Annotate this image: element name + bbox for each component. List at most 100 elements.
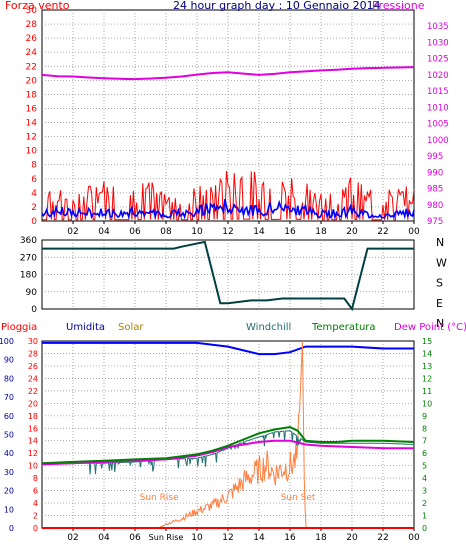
rain-axis-tick-label: 24 [28, 374, 38, 383]
humidity-axis-tick-label: 20 [4, 487, 14, 496]
x-tick-label: 22 [377, 533, 388, 543]
temperature-axis-tick-label: 13 [422, 362, 432, 371]
wind-axis-tick-label: 30 [26, 6, 38, 16]
direction-axis-tick-label: 90 [26, 288, 38, 298]
temperature-axis-tick-label: 4 [422, 474, 427, 483]
humidity-axis-tick-label: 40 [4, 449, 14, 458]
x-tick-label: 16 [284, 227, 296, 237]
legend-label: Pioggia [1, 322, 37, 333]
x-tick-label: 16 [284, 533, 296, 543]
windchill-line [42, 430, 415, 475]
pressure-line [41, 66, 415, 81]
x-tick-label: 22 [377, 227, 388, 237]
legend-label: Solar [118, 322, 144, 333]
legend-label: Temperatura [311, 322, 376, 333]
wind-axis-tick-label: 2 [31, 203, 37, 213]
direction-compass-label: W [436, 256, 447, 269]
direction-axis-tick-label: 360 [20, 236, 37, 246]
wind-axis-tick-label: 8 [31, 161, 37, 171]
x-tick-label: 12 [222, 533, 233, 543]
legend-label: Windchill [246, 322, 291, 333]
temperature-axis-tick-label: 3 [422, 487, 427, 496]
pressure-axis-tick-label: 1025 [427, 55, 449, 65]
pressure-axis-label: Pressione [372, 0, 425, 12]
humidity-axis-tick-label: 80 [4, 374, 14, 383]
temperature-axis-tick-label: 1 [422, 512, 427, 521]
temperature-axis-tick-label: 8 [422, 424, 427, 433]
humidity-axis-tick-label: 60 [4, 412, 14, 421]
x-tick-label: 00 [408, 227, 420, 237]
x-tick-label: 18 [315, 227, 327, 237]
chart-title: 24 hour graph day : 10 Gennaio 2014 [173, 0, 381, 12]
wind-axis-tick-label: 4 [31, 189, 37, 199]
wind-axis-tick-label: 18 [26, 90, 38, 100]
temperature-axis-tick-label: 2 [422, 499, 427, 508]
rain-axis-tick-label: 4 [33, 499, 38, 508]
humidity-axis-tick-label: 0 [9, 524, 14, 533]
temperature-line [41, 425, 415, 465]
humidity-axis-tick-label: 50 [4, 431, 14, 440]
x-tick-label: 02 [67, 533, 78, 543]
temperature-axis-tick-label: 0 [422, 524, 427, 533]
direction-compass-label: S [436, 277, 443, 290]
wind-axis-tick-label: 0 [31, 217, 37, 227]
direction-axis-tick-label: 180 [20, 271, 37, 281]
humidity-axis-tick-label: 90 [4, 356, 14, 365]
rain-axis-tick-label: 22 [28, 387, 38, 396]
rain-axis-tick-label: 8 [33, 474, 38, 483]
x-tick-label: 10 [191, 533, 203, 543]
x-tick-label: 12 [222, 227, 233, 237]
sunrise-annotation: Sun Rise [140, 493, 179, 503]
rain-axis-tick-label: 14 [28, 437, 38, 446]
rain-axis-tick-label: 10 [28, 462, 38, 471]
sunset-annotation: Sun Set [281, 493, 316, 503]
wind-axis-tick-label: 14 [26, 119, 38, 129]
direction-compass-label: N [436, 236, 444, 249]
wind-axis-tick-label: 10 [26, 147, 38, 157]
x-tick-label: 20 [346, 533, 358, 543]
pressure-axis-tick-label: 1005 [427, 120, 449, 130]
pressure-axis-tick-label: 995 [427, 152, 443, 162]
wind-direction-line [42, 240, 414, 312]
x-tick-label: Sun Rise [149, 533, 184, 542]
x-tick-label: 06 [129, 533, 141, 543]
rain-axis-tick-label: 6 [33, 487, 38, 496]
legend-label: Dew Point (°C) [394, 322, 466, 333]
wind-line [41, 199, 415, 221]
pressure-axis-tick-label: 1030 [427, 38, 449, 48]
x-tick-label: 04 [98, 533, 110, 543]
x-tick-label: 20 [346, 227, 358, 237]
wind-axis-tick-label: 12 [26, 133, 37, 143]
gust-line [42, 170, 415, 221]
humidity-line [42, 341, 414, 356]
rain-axis-tick-label: 30 [28, 337, 38, 346]
pressure-axis-tick-label: 1035 [427, 22, 449, 32]
direction-axis-tick-label: 270 [20, 253, 37, 263]
wind-axis-tick-label: 28 [26, 20, 38, 30]
pressure-axis-tick-label: 1000 [427, 136, 449, 146]
pressure-axis-tick-label: 990 [427, 168, 443, 178]
x-tick-label: 08 [160, 227, 172, 237]
wind-axis-label: Forza vento [5, 0, 70, 12]
x-tick-label: 18 [315, 533, 327, 543]
wind-axis-tick-label: 24 [26, 48, 38, 58]
wind-axis-tick-label: 6 [31, 175, 37, 185]
humidity-axis-tick-label: 30 [4, 468, 14, 477]
temperature-axis-tick-label: 9 [422, 412, 427, 421]
rain-axis-tick-label: 12 [28, 449, 38, 458]
pressure-axis-tick-label: 1010 [427, 103, 449, 113]
wind-axis-tick-label: 22 [26, 62, 37, 72]
rain-axis-tick-label: 28 [28, 349, 38, 358]
rain-axis-tick-label: 16 [28, 424, 38, 433]
pressure-axis-tick-label: 980 [427, 201, 443, 211]
x-tick-label: 04 [98, 227, 110, 237]
temperature-axis-tick-label: 7 [422, 437, 427, 446]
legend-label: Umidita [66, 322, 105, 333]
temperature-axis-tick-label: 11 [422, 387, 432, 396]
wind-axis-tick-label: 20 [26, 76, 38, 86]
humidity-axis-tick-label: 100 [0, 337, 14, 346]
temperature-axis-tick-label: 15 [422, 337, 432, 346]
direction-compass-label: E [436, 297, 443, 310]
